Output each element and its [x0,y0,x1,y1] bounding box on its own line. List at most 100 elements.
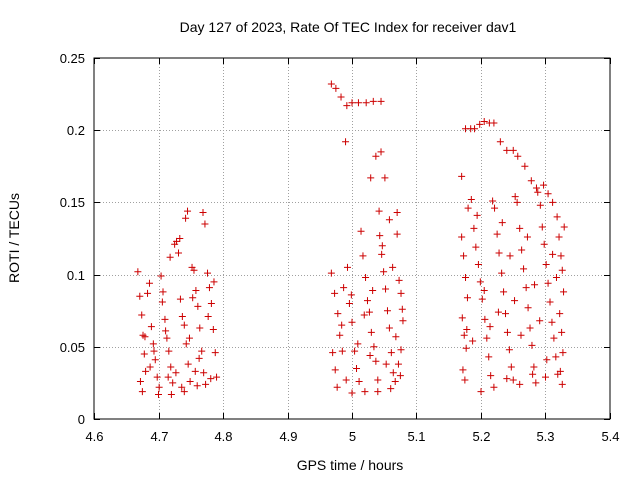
data-point [207,299,215,307]
data-point [340,284,348,292]
data-point [489,197,497,205]
data-point [157,272,165,280]
data-point [182,340,190,348]
data-point [369,97,377,105]
data-point [155,390,162,398]
data-point [393,230,401,238]
x-tick-label: 5.1 [407,429,425,444]
data-point [343,263,351,271]
data-point [540,181,548,189]
data-point [503,375,511,383]
data-point [194,302,202,310]
data-point [207,375,215,383]
data-point [202,380,210,388]
data-point [389,263,397,271]
data-point [476,120,484,128]
data-point [472,243,480,251]
data-point [140,350,148,358]
data-point [550,334,558,342]
data-point [210,278,218,286]
data-point [511,193,519,201]
data-point [463,294,471,302]
data-point [461,376,469,384]
data-point [493,230,501,238]
data-point [145,279,153,287]
data-point [348,318,356,326]
data-point [138,388,146,396]
data-point [172,369,180,377]
data-point [495,249,503,257]
data-point [491,204,499,212]
y-tick-label: 0.25 [60,51,85,66]
data-point [195,354,203,362]
data-point [544,190,552,198]
data-point [556,310,564,318]
data-point [558,266,566,274]
y-tick-label: 0.15 [60,195,85,210]
data-point [544,279,552,287]
y-tick-label: 0.2 [67,123,85,138]
data-point [471,125,479,133]
data-point [136,292,144,300]
data-point [372,152,380,160]
grid-lines [94,58,610,419]
data-point [338,321,346,329]
data-point [345,299,353,307]
data-point [383,307,391,315]
data-point [462,344,470,352]
data-point [520,265,528,273]
data-point [549,198,557,206]
data-point [553,213,561,221]
data-point [342,376,350,384]
data-point [159,288,167,296]
data-point [462,273,470,281]
data-point [392,333,400,341]
data-point [526,324,534,332]
data-points [134,80,568,398]
data-point [153,373,161,381]
data-point [150,347,158,355]
data-point [558,328,566,336]
data-point [382,285,390,293]
data-point [370,343,378,351]
data-point [213,373,221,381]
data-point [505,346,513,354]
data-point [560,288,568,296]
data-point [396,372,404,380]
data-point [509,376,517,384]
data-point [460,331,468,339]
x-tick-label: 5 [349,429,356,444]
data-point [186,377,194,385]
data-point [165,347,173,355]
data-point [200,369,208,377]
data-point [198,347,206,355]
data-point [558,380,566,388]
data-point [543,356,551,364]
data-point [478,295,486,303]
data-point [511,297,519,305]
x-tick-label: 5.2 [472,429,490,444]
data-point [351,347,359,355]
data-point [534,188,542,196]
data-point [359,252,367,260]
data-point [355,377,363,385]
data-point [559,349,567,357]
data-point [337,93,345,101]
data-point [391,377,399,385]
data-point [138,311,146,319]
data-point [149,340,157,348]
data-point [327,269,335,277]
data-point [336,331,344,339]
data-point [354,340,362,348]
data-point [184,207,192,215]
data-point [178,383,186,391]
data-point [193,382,201,390]
data-point [347,291,355,299]
data-point [372,357,380,365]
x-tick-label: 5.3 [536,429,554,444]
data-point [507,363,515,371]
data-point [398,305,406,313]
data-point [485,353,493,361]
data-point [357,227,365,235]
